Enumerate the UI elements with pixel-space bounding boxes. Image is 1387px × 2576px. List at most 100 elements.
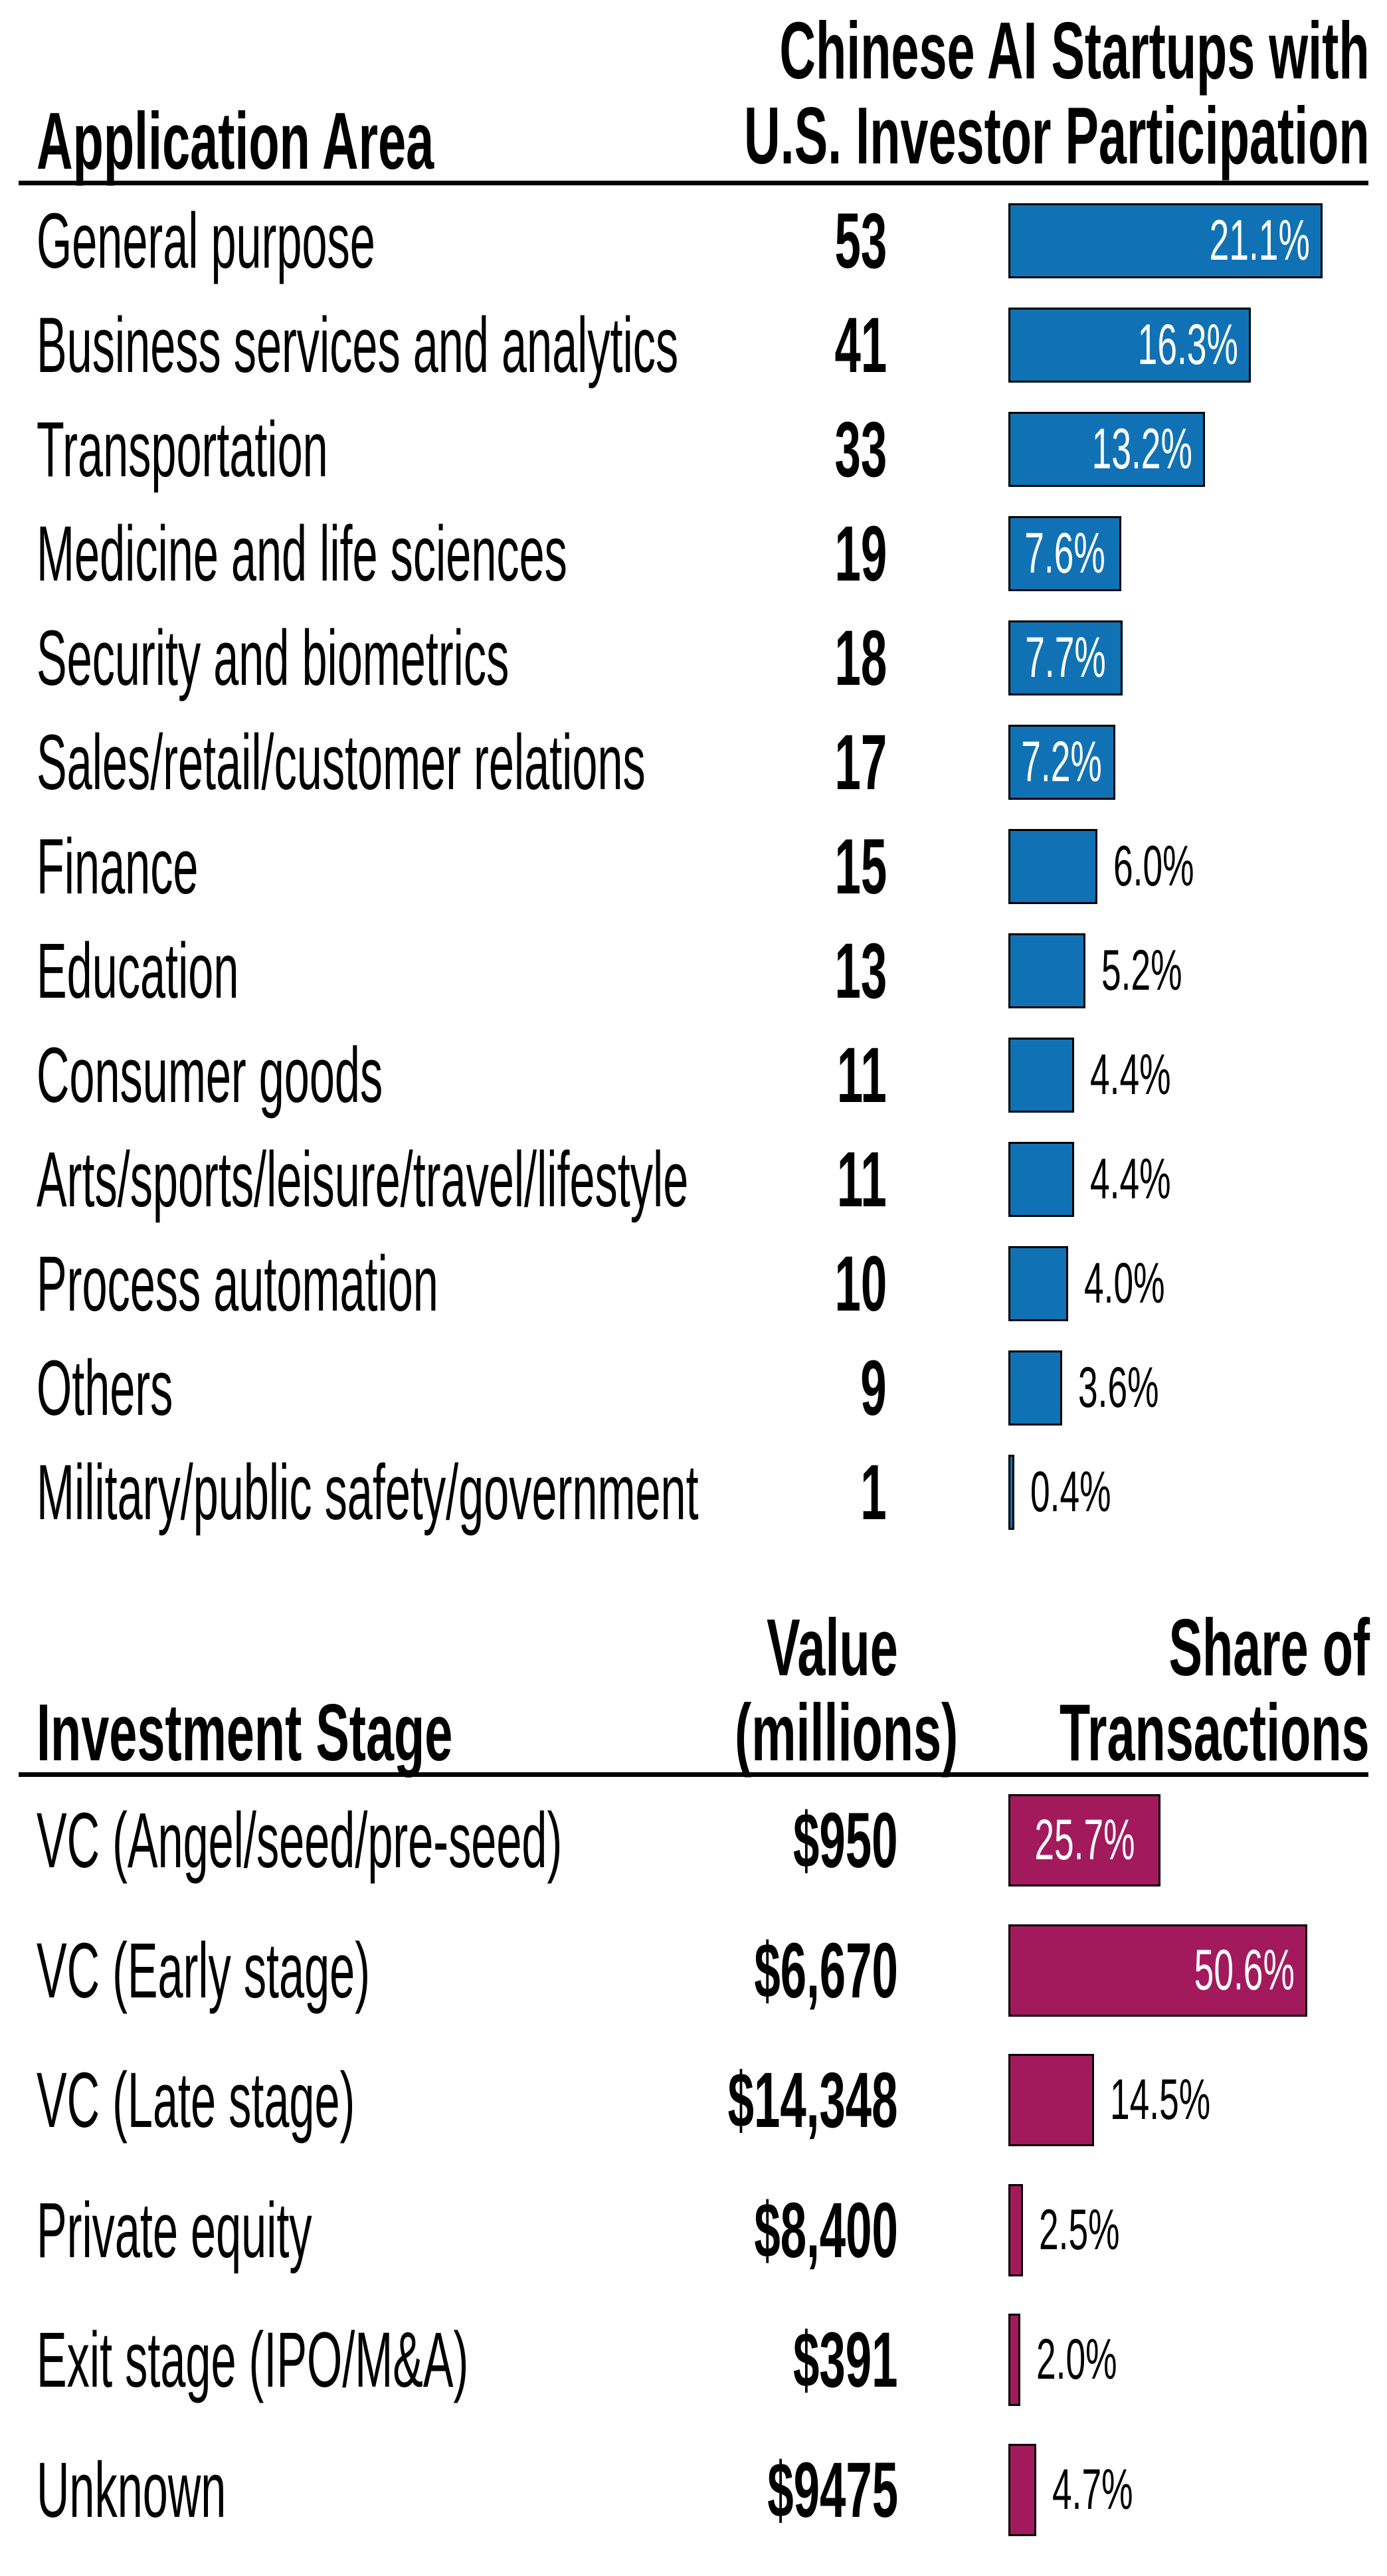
bar-wrap: 4.0% bbox=[1008, 1246, 1214, 1321]
row-label-cell: General purpose bbox=[37, 197, 620, 285]
table1-title-line2: U.S. Investor Participation bbox=[361, 93, 1370, 178]
row-value: $391 bbox=[793, 2316, 898, 2404]
bar-pct-label: 14.5% bbox=[1110, 2067, 1272, 2133]
bar-pct-label: 2.5% bbox=[1039, 2197, 1169, 2263]
table-row: Sales/retail/customer relations 17 7.2% bbox=[0, 719, 1387, 806]
table-row: Unknown $9475 4.7% bbox=[0, 2444, 1387, 2536]
table2-col1-header-text: Investment Stage bbox=[37, 1687, 453, 1778]
row-label-cell: VC (Late stage) bbox=[37, 2054, 585, 2146]
bar bbox=[1008, 2184, 1023, 2276]
row-count: 10 bbox=[834, 1240, 887, 1328]
bar-wrap: 4.4% bbox=[1008, 1142, 1220, 1217]
bar bbox=[1008, 1350, 1062, 1426]
bar-pct-text: 7.6% bbox=[1024, 521, 1105, 585]
bar-wrap: 14.5% bbox=[1008, 2054, 1272, 2146]
row-count-cell: 17 bbox=[691, 719, 887, 806]
row-label: Consumer goods bbox=[37, 1031, 383, 1119]
table-row: Consumer goods 11 4.4% bbox=[0, 1032, 1387, 1119]
table2-value-header-line2: (millions) bbox=[598, 1690, 958, 1775]
row-label-cell: Finance bbox=[37, 823, 316, 911]
bar-pct-text: 14.5% bbox=[1110, 2068, 1211, 2132]
bar: 13.2% bbox=[1008, 412, 1205, 487]
row-label-cell: Medicine and life sciences bbox=[37, 510, 951, 598]
bar-wrap: 13.2% bbox=[1008, 412, 1205, 487]
bar-pct-text: 7.2% bbox=[1021, 730, 1103, 794]
bar-pct-text: 13.2% bbox=[1091, 417, 1192, 481]
table-row: Others 9 3.6% bbox=[0, 1344, 1387, 1432]
bar-pct-label: 4.4% bbox=[1090, 1147, 1220, 1212]
row-value-cell: $8,400 bbox=[664, 2184, 898, 2276]
bar bbox=[1008, 2444, 1036, 2536]
row-value-cell: $6,670 bbox=[664, 1924, 898, 2017]
row-count-cell: 13 bbox=[691, 927, 887, 1015]
table2-share-header-line1-text: Share of bbox=[1168, 1602, 1370, 1693]
table-row: Security and biometrics 18 7.7% bbox=[0, 614, 1387, 702]
row-count: 13 bbox=[834, 927, 887, 1015]
row-value-cell: $391 bbox=[664, 2314, 898, 2406]
row-label-cell: Private equity bbox=[37, 2184, 511, 2276]
bar-pct-label: 25.7% bbox=[1004, 1807, 1166, 1873]
table-row: Process automation 10 4.0% bbox=[0, 1240, 1387, 1328]
bar-wrap: 2.0% bbox=[1008, 2314, 1166, 2406]
bar-pct-text: 25.7% bbox=[1034, 1808, 1135, 1872]
row-label-cell: Education bbox=[37, 927, 385, 1015]
row-label: Arts/sports/leisure/travel/lifestyle bbox=[37, 1135, 689, 1224]
bar-pct-label: 13.2% bbox=[1030, 416, 1192, 482]
row-label: VC (Early stage) bbox=[37, 1926, 371, 2015]
row-value: $6,670 bbox=[754, 1926, 898, 2015]
row-value-cell: $9475 bbox=[664, 2444, 898, 2536]
bar-pct-text: 4.0% bbox=[1084, 1251, 1165, 1315]
bar-wrap: 6.0% bbox=[1008, 829, 1244, 904]
bar-pct-text: 2.0% bbox=[1036, 2328, 1117, 2391]
row-label: Private equity bbox=[37, 2186, 312, 2274]
bar-pct-text: 5.2% bbox=[1101, 939, 1182, 1002]
bar: 25.7% bbox=[1008, 1794, 1160, 1886]
row-count: 11 bbox=[837, 1031, 887, 1119]
table2-share-header-line1: Share of bbox=[870, 1605, 1370, 1690]
bar-pct-label: 6.0% bbox=[1113, 834, 1244, 899]
row-count-cell: 9 bbox=[691, 1344, 887, 1432]
bar-pct-label: 5.2% bbox=[1101, 938, 1232, 1004]
bar-pct-text: 4.4% bbox=[1090, 1147, 1171, 1211]
bar-wrap: 2.5% bbox=[1008, 2184, 1169, 2276]
table2-share-header-line2: Transactions bbox=[870, 1690, 1370, 1775]
bar-wrap: 7.6% bbox=[1008, 516, 1121, 591]
bar: 7.2% bbox=[1008, 725, 1115, 800]
bar: 16.3% bbox=[1008, 308, 1251, 383]
table-row: Private equity $8,400 2.5% bbox=[0, 2184, 1387, 2276]
bar-pct-label: 16.3% bbox=[1076, 312, 1238, 378]
bar-pct-label: 50.6% bbox=[1133, 1938, 1295, 2003]
bar-pct-label: 4.0% bbox=[1084, 1251, 1214, 1317]
row-label-cell: Business services and analytics bbox=[37, 302, 1143, 389]
row-label-cell: Security and biometrics bbox=[37, 614, 851, 702]
table2-header-rule bbox=[19, 1772, 1368, 1777]
table-row: Business services and analytics 41 16.3% bbox=[0, 302, 1387, 389]
bar bbox=[1008, 1455, 1014, 1530]
row-value-cell: $950 bbox=[664, 1794, 898, 1886]
bar-wrap: 21.1% bbox=[1008, 203, 1323, 278]
bar-pct-text: 50.6% bbox=[1194, 1938, 1295, 2002]
table2-share-header: Share of Transactions bbox=[870, 1605, 1370, 1775]
row-label-cell: Sales/retail/customer relations bbox=[37, 719, 1087, 806]
table1-header-rule bbox=[19, 181, 1368, 185]
table-row: Transportation 33 13.2% bbox=[0, 406, 1387, 494]
bar-wrap: 16.3% bbox=[1008, 308, 1251, 383]
row-label: Business services and analytics bbox=[37, 301, 679, 389]
row-label-cell: Process automation bbox=[37, 1240, 729, 1328]
table-row: VC (Late stage) $14,348 14.5% bbox=[0, 2054, 1387, 2146]
row-value: $950 bbox=[793, 1796, 898, 1885]
bar-wrap: 7.7% bbox=[1008, 620, 1123, 695]
row-label-cell: Consumer goods bbox=[37, 1032, 634, 1119]
row-label: Security and biometrics bbox=[37, 614, 509, 702]
bar: 7.6% bbox=[1008, 516, 1121, 591]
bar-pct-label: 2.0% bbox=[1036, 2327, 1166, 2393]
row-count-cell: 18 bbox=[691, 614, 887, 702]
row-count: 18 bbox=[834, 614, 887, 702]
bar-pct-label: 3.6% bbox=[1078, 1355, 1208, 1421]
table-row: Medicine and life sciences 19 7.6% bbox=[0, 510, 1387, 598]
row-count: 19 bbox=[834, 509, 887, 598]
table-row: Arts/sports/leisure/travel/lifestyle 11 … bbox=[0, 1136, 1387, 1224]
bar-wrap: 4.4% bbox=[1008, 1038, 1220, 1113]
table1-title-line1: Chinese AI Startups with bbox=[361, 8, 1370, 93]
table1-title-line1-text: Chinese AI Startups with bbox=[779, 5, 1370, 96]
